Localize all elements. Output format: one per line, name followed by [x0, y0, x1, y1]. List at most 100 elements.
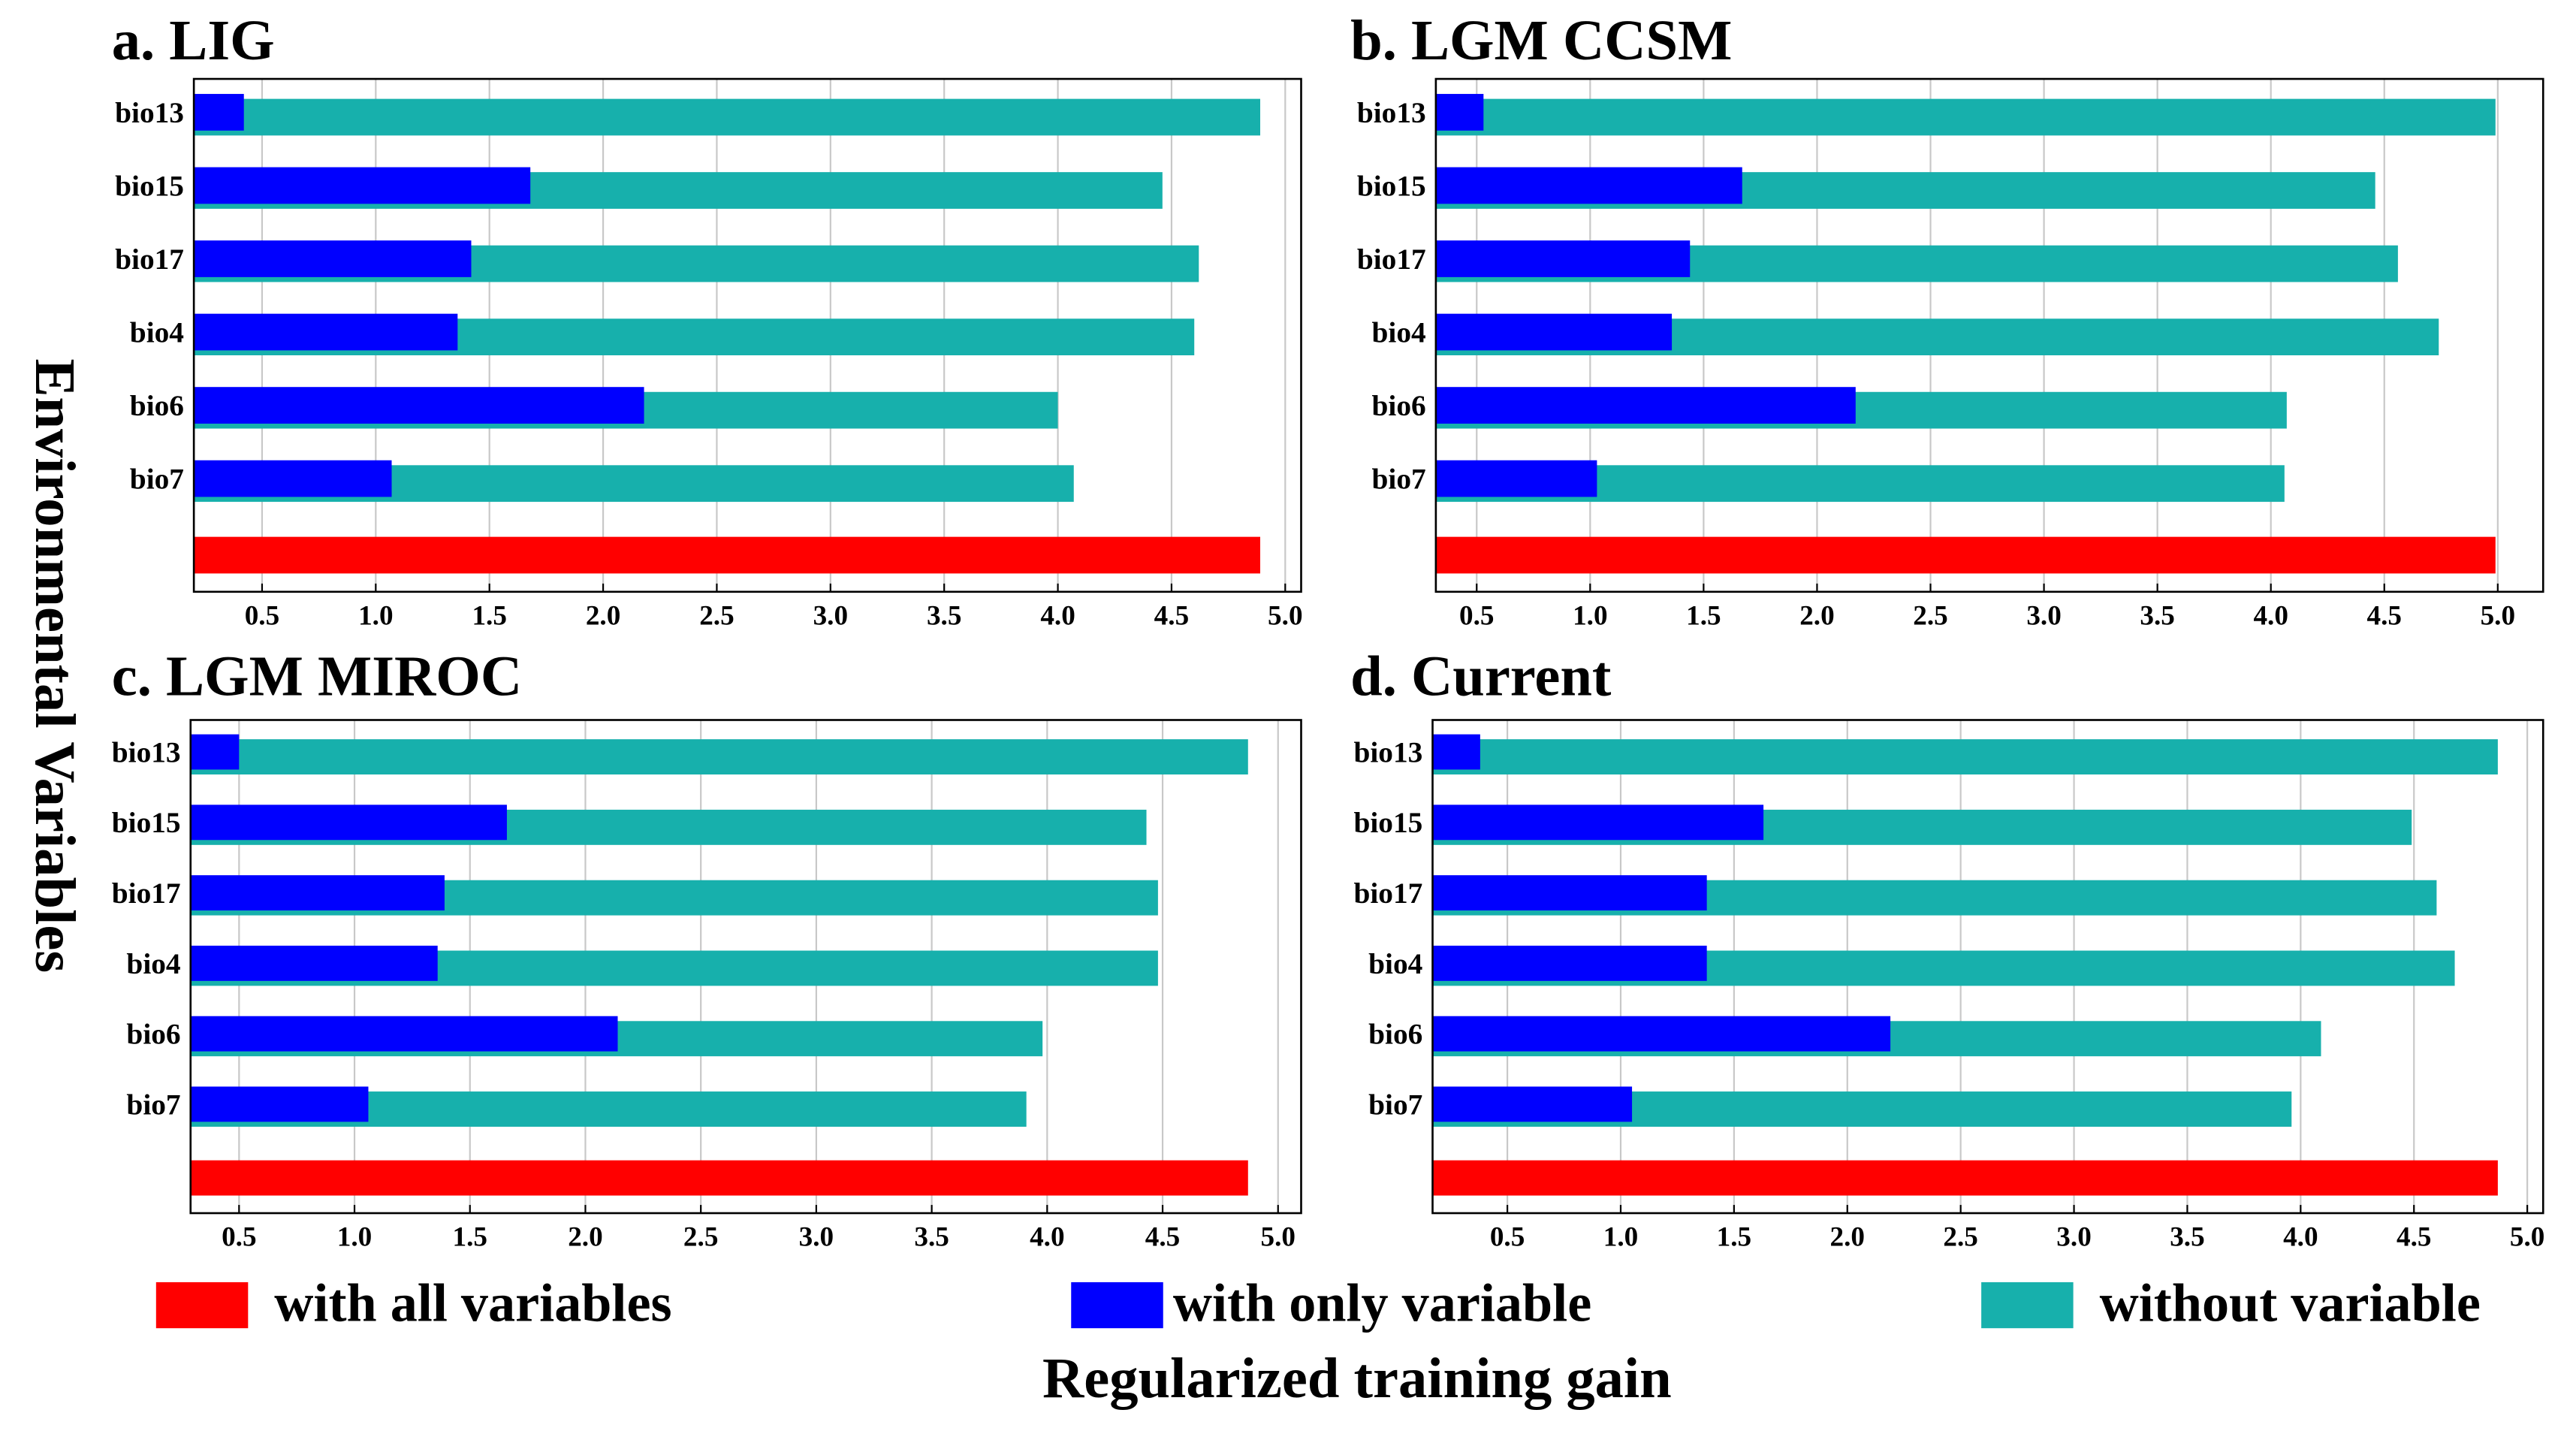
y-tick-label: bio4 — [1368, 947, 1422, 980]
x-tick-label: 4.0 — [2283, 1222, 2318, 1253]
bar — [1432, 739, 2498, 775]
y-tick-label: bio13 — [115, 96, 184, 129]
x-tick-label: 2.5 — [1943, 1222, 1977, 1253]
x-tick-label: 5.0 — [2481, 600, 2515, 631]
bar — [190, 945, 438, 981]
bar — [1432, 734, 1480, 770]
x-tick-label: 3.5 — [927, 600, 961, 631]
y-tick-label: bio17 — [1357, 243, 1426, 276]
x-tick-label: 3.5 — [2140, 600, 2174, 631]
panel-title: d. Current — [1350, 645, 1612, 708]
x-tick-label: 4.5 — [1154, 600, 1189, 631]
x-tick-label: 2.0 — [568, 1222, 602, 1253]
y-tick-label: bio17 — [1353, 877, 1422, 910]
bar — [1432, 1086, 1633, 1122]
y-tick-label: bio15 — [115, 169, 184, 202]
y-tick-label: bio13 — [112, 735, 181, 768]
x-tick-label: 3.0 — [813, 600, 848, 631]
x-tick-label: 1.5 — [472, 600, 506, 631]
bar — [1432, 875, 1707, 911]
legend-swatch — [1981, 1282, 2074, 1329]
bar — [190, 1160, 1248, 1196]
axis-frame — [1434, 77, 2544, 593]
bar — [1432, 805, 1764, 841]
axis-frame — [192, 77, 1302, 593]
y-tick-label: bio15 — [1353, 806, 1422, 839]
x-tick-label: 2.0 — [1830, 1222, 1865, 1253]
bar — [1432, 1160, 2498, 1196]
y-tick-label: bio7 — [130, 463, 184, 496]
legend-swatch — [1071, 1282, 1163, 1329]
bar — [190, 1086, 369, 1122]
bar — [194, 94, 244, 131]
bar — [194, 167, 531, 204]
legend-swatch — [155, 1282, 249, 1329]
x-tick-label: 0.5 — [1459, 600, 1494, 631]
x-tick-label: 0.5 — [245, 600, 279, 631]
legend-label: with only variable — [1173, 1272, 1591, 1333]
bar — [1435, 98, 2496, 136]
panel-title: a. LIG — [112, 8, 275, 72]
axis-frame — [189, 719, 1302, 1215]
bar — [190, 875, 445, 911]
y-tick-label: bio6 — [130, 389, 184, 422]
bar — [1435, 167, 1742, 204]
bar — [1435, 536, 2496, 574]
bar — [194, 313, 458, 351]
x-tick-label: 3.5 — [914, 1222, 949, 1253]
x-tick-label: 2.0 — [586, 600, 620, 631]
y-tick-label: bio13 — [1353, 735, 1422, 768]
bar — [194, 98, 1261, 136]
x-tick-label: 5.0 — [2510, 1222, 2544, 1253]
y-tick-label: bio6 — [1368, 1018, 1422, 1051]
y-tick-label: bio13 — [1357, 96, 1426, 129]
x-axis-label: Regularized training gain — [1042, 1346, 1672, 1410]
y-tick-label: bio15 — [112, 806, 181, 839]
x-tick-label: 1.0 — [1573, 600, 1607, 631]
legend-label: without variable — [2100, 1272, 2481, 1333]
y-tick-label: bio17 — [115, 243, 184, 276]
bar — [190, 734, 240, 770]
x-tick-label: 1.0 — [1603, 1222, 1638, 1253]
bar — [194, 240, 472, 277]
bar — [1435, 240, 1691, 277]
x-tick-label: 3.5 — [2170, 1222, 2204, 1253]
x-tick-label: 0.5 — [1490, 1222, 1525, 1253]
legend-label: with all variables — [274, 1272, 671, 1333]
x-tick-label: 1.5 — [1717, 1222, 1751, 1253]
bar — [190, 1016, 618, 1052]
y-tick-label: bio17 — [112, 877, 181, 910]
y-tick-label: bio4 — [1372, 315, 1426, 349]
y-tick-label: bio4 — [130, 315, 184, 349]
panel-title: b. LGM CCSM — [1350, 8, 1732, 72]
y-tick-label: bio15 — [1357, 169, 1426, 202]
x-tick-label: 2.0 — [1799, 600, 1834, 631]
x-tick-label: 1.5 — [1686, 600, 1721, 631]
x-tick-label: 2.5 — [699, 600, 734, 631]
x-tick-label: 1.0 — [358, 600, 393, 631]
x-tick-label: 4.5 — [2397, 1222, 2431, 1253]
bar — [1432, 945, 1707, 981]
x-tick-label: 2.5 — [683, 1222, 718, 1253]
bar — [1435, 94, 1484, 131]
x-tick-label: 5.0 — [1261, 1222, 1296, 1253]
x-tick-label: 3.0 — [799, 1222, 834, 1253]
x-tick-label: 3.0 — [2056, 1222, 2091, 1253]
bar — [1435, 460, 1597, 497]
y-tick-label: bio6 — [1372, 389, 1426, 422]
y-tick-label: bio6 — [126, 1018, 180, 1051]
x-tick-label: 4.0 — [1040, 600, 1075, 631]
x-tick-label: 2.5 — [1913, 600, 1947, 631]
x-tick-label: 0.5 — [222, 1222, 256, 1253]
bar — [194, 460, 392, 497]
bar — [194, 536, 1261, 574]
bar — [190, 739, 1248, 775]
bar — [1435, 313, 1673, 351]
x-tick-label: 4.0 — [1030, 1222, 1064, 1253]
x-tick-label: 4.0 — [2253, 600, 2288, 631]
bar — [194, 387, 644, 424]
x-tick-label: 1.5 — [453, 1222, 487, 1253]
bar — [1435, 387, 1856, 424]
x-tick-label: 4.5 — [2367, 600, 2402, 631]
y-tick-label: bio7 — [1368, 1088, 1422, 1121]
